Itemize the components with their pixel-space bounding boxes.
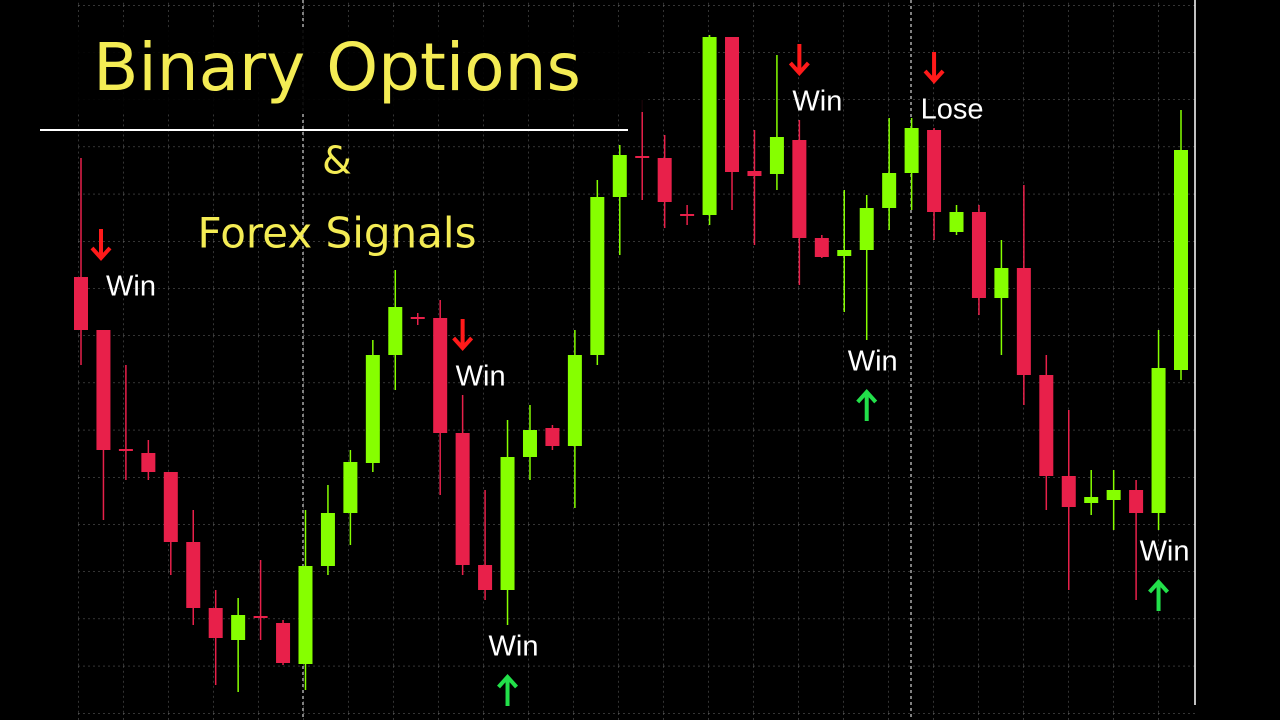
candle-body (1174, 150, 1188, 370)
candle-body (882, 173, 897, 208)
candle-body (904, 128, 919, 173)
candle-body (612, 155, 627, 197)
signal-label: Win (792, 86, 842, 118)
candle-body (478, 565, 493, 590)
candle-body (500, 457, 515, 590)
signal-arrow-down (923, 52, 945, 84)
candle-body (208, 608, 223, 638)
candle-body (971, 212, 986, 298)
candle-body (410, 317, 425, 319)
candle-body (927, 130, 942, 212)
signal-label: Win (1140, 536, 1190, 568)
candle-body (276, 623, 291, 663)
candle-body (1106, 490, 1121, 500)
grid (78, 0, 1195, 720)
candle-body (186, 542, 201, 608)
candle-body (747, 171, 762, 176)
annotations: Win Win Win Win Win Lose Win (90, 44, 1190, 706)
signal-arrow-down (452, 319, 474, 351)
candle-body (231, 615, 246, 640)
candle-body (769, 137, 784, 174)
candle-body (1084, 497, 1099, 503)
candle-body (365, 355, 380, 463)
candle-body (343, 462, 358, 513)
candles (74, 35, 1188, 692)
candle-body (141, 453, 156, 472)
signal-label: Win (106, 271, 156, 303)
candle-body (814, 238, 829, 257)
signal-label: Win (848, 346, 898, 378)
candle-body (1129, 490, 1144, 513)
signal-arrow-down (788, 44, 810, 76)
candle-body (680, 214, 695, 216)
candle-body (792, 140, 807, 238)
candle-body (433, 318, 448, 433)
signal-label: Win (456, 361, 506, 393)
ampersand: & (322, 139, 352, 183)
title-backdrop (25, 28, 645, 112)
signal-label: Win (489, 631, 539, 663)
chart-title: Binary Options (93, 29, 581, 106)
candle-body (1151, 368, 1166, 513)
candle-body (96, 330, 111, 450)
candle-body (590, 197, 605, 355)
candle-body (1039, 375, 1054, 476)
candle-body (163, 472, 178, 542)
candle-body (837, 250, 852, 256)
candle-body (567, 355, 582, 446)
candle-body (388, 307, 403, 355)
signal-arrow-up (1148, 579, 1170, 611)
candle-body (74, 277, 88, 330)
candle-body (1061, 476, 1076, 507)
candle-body (253, 616, 268, 618)
candle-body (320, 513, 335, 566)
signal-arrow-down (90, 229, 112, 261)
signal-arrow-up (497, 674, 519, 706)
candle-body (635, 156, 650, 158)
candle-body (949, 212, 964, 232)
candle-body (859, 208, 874, 250)
candle-body (522, 430, 537, 457)
candle-body (657, 158, 672, 202)
candle-body (455, 433, 470, 565)
candle-body (725, 37, 740, 172)
signal-label: Lose (921, 94, 984, 126)
candle-body (702, 37, 717, 215)
signal-arrow-up (856, 389, 878, 421)
chart-subtitle: Forex Signals (198, 209, 477, 258)
candle-body (545, 428, 560, 446)
candle-body (298, 566, 313, 664)
candle-body (118, 449, 133, 451)
candle-body (994, 268, 1009, 298)
candle-body (1016, 268, 1031, 375)
